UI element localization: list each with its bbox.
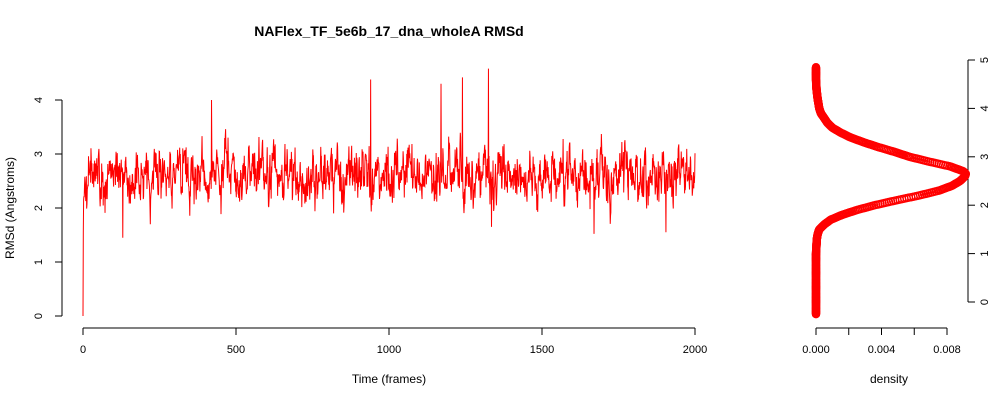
chart-title: NAFlex_TF_5e6b_17_dna_wholeA RMSd — [254, 23, 523, 39]
density-y-tick-label: 5 — [979, 57, 991, 63]
rmsd-series-line — [82, 68, 696, 317]
rmsd-y-ticks: 0 1 2 3 4 — [33, 97, 62, 319]
density-x-tick-label: 0.000 — [802, 344, 830, 356]
density-y-tick-label: 4 — [979, 105, 991, 111]
density-curve — [811, 63, 970, 319]
rmsd-y-tick-label: 0 — [33, 313, 45, 319]
rmsd-y-tick-label: 3 — [33, 151, 45, 157]
density-y-tick-label: 0 — [979, 299, 991, 305]
time-x-tick-label: 1000 — [377, 344, 401, 356]
rmsd-y-axis: 0 1 2 3 4 RMSd (Angstroms) — [3, 97, 63, 319]
rmsd-y-tick-label: 2 — [33, 205, 45, 211]
density-y-tick-label: 3 — [979, 154, 991, 160]
density-x-tick-label: 0.008 — [933, 344, 961, 356]
time-x-tick-label: 0 — [80, 344, 86, 356]
rmsd-y-axis-label: RMSd (Angstroms) — [3, 157, 17, 259]
density-point — [811, 63, 821, 72]
time-x-ticks: 0 500 1000 1500 2000 — [80, 328, 707, 356]
rmsd-y-tick-label: 1 — [33, 259, 45, 265]
time-x-tick-label: 2000 — [683, 344, 707, 356]
rmsd-series — [82, 68, 696, 317]
density-x-ticks: 0.000 0.004 0.008 — [802, 328, 961, 356]
density-y-tick-label: 2 — [979, 202, 991, 208]
time-x-tick-label: 1500 — [530, 344, 554, 356]
density-y-axis: 0 1 2 3 4 5 — [967, 57, 991, 305]
time-x-axis-label: Time (frames) — [352, 372, 426, 386]
density-x-axis-label: density — [870, 372, 908, 386]
density-x-tick-label: 0.004 — [868, 344, 896, 356]
rmsd-y-tick-label: 4 — [33, 97, 45, 103]
density-y-tick-label: 1 — [979, 251, 991, 257]
time-x-tick-label: 500 — [227, 344, 245, 356]
time-x-axis: 0 500 1000 1500 2000 Time (frames) — [80, 327, 707, 386]
density-x-axis: 0.000 0.004 0.008 density — [802, 327, 961, 386]
density-y-ticks: 0 1 2 3 4 5 — [968, 57, 991, 305]
